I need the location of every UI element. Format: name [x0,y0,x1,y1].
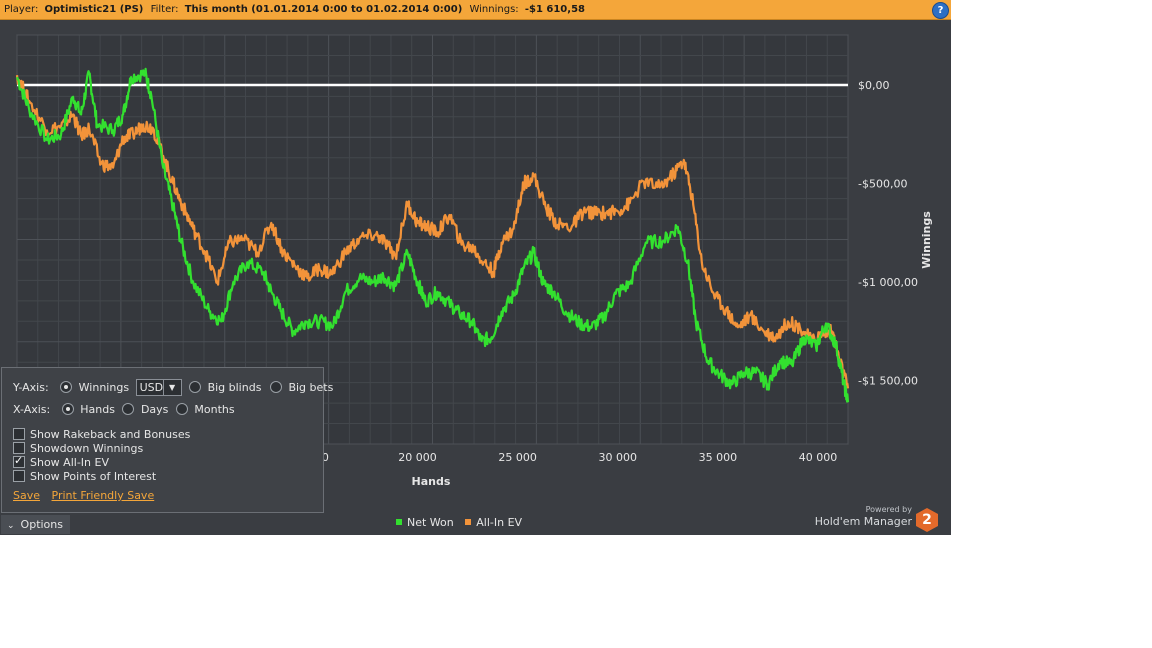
x-days-radio[interactable] [122,403,135,415]
y-axis-label: Y-Axis: [13,381,49,394]
x-hands-radio[interactable] [61,403,74,415]
options-toggle-button[interactable]: ⌄ Options [1,515,70,534]
series-line-allin-ev [15,74,850,389]
chevron-down-icon[interactable]: ▼ [162,380,181,395]
allin-ev-label: Show All-In EV [30,456,109,469]
y-axis-title: Winnings [920,211,933,269]
save-links-row: Save Print Friendly Save [13,489,154,502]
filter-label: Filter: [150,4,179,15]
showdown-label: Showdown Winnings [30,442,144,455]
y-bigbets-label: Big bets [288,381,334,394]
options-toggle-label: Options [20,518,63,531]
save-link[interactable]: Save [13,489,41,502]
y-tick-label: -$1 500,00 [858,375,918,388]
brand-name: Hold'em Manager [814,515,912,528]
y-bigblinds-label: Big blinds [207,381,262,394]
legend-net-won-swatch [396,519,402,525]
chevron-down-icon: ⌄ [7,521,15,531]
x-tick-label: 35 000 [699,451,738,464]
poi-checkbox[interactable] [13,470,25,482]
x-months-label: Months [194,403,235,416]
x-hands-label: Hands [80,403,115,416]
winnings-label: Winnings: [469,4,519,15]
x-axis-row: X-Axis: Hands Days Months [13,403,235,416]
legend-net-won: Net Won [396,516,454,529]
series-line-net-won [15,67,850,403]
series-lines [15,67,850,403]
y-tick-labels: $0,00 -$500,00 -$1 000,00 -$1 500,00 [858,79,918,388]
x-days-label: Days [140,403,169,416]
rakeback-checkbox[interactable] [13,428,25,440]
poi-label: Show Points of Interest [30,470,157,483]
legend-allin-ev: All-In EV [465,516,522,529]
currency-select[interactable]: USD ▼ [135,379,182,396]
poi-row[interactable]: Show Points of Interest [13,470,156,483]
chart-options-panel: Y-Axis: Winnings USD ▼ Big blinds Big be… [1,367,333,513]
y-tick-label: -$1 000,00 [858,276,918,289]
x-months-radio[interactable] [175,403,188,415]
y-axis-row: Y-Axis: Winnings USD ▼ Big blinds Big be… [13,379,333,396]
x-tick-label: 30 000 [598,451,637,464]
allin-ev-checkbox[interactable] [13,454,25,468]
legend-allin-ev-swatch [465,519,472,525]
showdown-checkbox[interactable] [13,442,25,454]
brand-badge: Powered by Hold'em Manager 2 [815,505,940,533]
player-label: Player: [4,4,39,15]
legend-allin-ev-label: All-In EV [476,516,523,529]
y-bigblinds-radio[interactable] [189,381,202,393]
rakeback-row[interactable]: Show Rakeback and Bonuses [13,428,190,441]
y-bigbets-radio[interactable] [269,381,282,393]
rakeback-label: Show Rakeback and Bonuses [30,428,191,441]
x-tick-labels: 20 000 25 000 30 000 35 000 40 000 0 [322,451,837,464]
print-friendly-save-link[interactable]: Print Friendly Save [51,489,155,502]
powered-by-text: Powered by [865,505,912,514]
y-winnings-radio[interactable] [60,381,73,393]
app-window: Player: Optimistic21 (PS) Filter: This m… [0,0,951,535]
help-icon[interactable]: ? [932,2,949,19]
x-tick-label: 25 000 [498,451,537,464]
y-tick-label: -$500,00 [858,178,907,191]
allin-ev-row[interactable]: Show All-In EV [13,454,109,469]
y-winnings-label: Winnings [78,381,130,394]
filter-value: This month (01.01.2014 0:00 to 01.02.201… [184,4,463,15]
x-tick-label: 20 000 [398,451,437,464]
winnings-value: -$1 610,58 [524,4,585,15]
player-value: Optimistic21 (PS) [44,4,144,15]
legend-net-won-label: Net Won [407,516,454,529]
x-axis-label: X-Axis: [13,403,51,416]
filter-info-bar: Player: Optimistic21 (PS) Filter: This m… [0,0,951,20]
y-tick-label: $0,00 [858,79,890,92]
chart-legend: Net Won All-In EV [396,516,530,529]
showdown-row[interactable]: Showdown Winnings [13,442,143,455]
x-tick-label: 40 000 [799,451,838,464]
currency-value: USD [139,381,164,394]
x-axis-title: Hands [412,475,451,488]
hem2-logo: 2 [916,508,938,532]
x-tick-label: 0 [322,451,329,464]
